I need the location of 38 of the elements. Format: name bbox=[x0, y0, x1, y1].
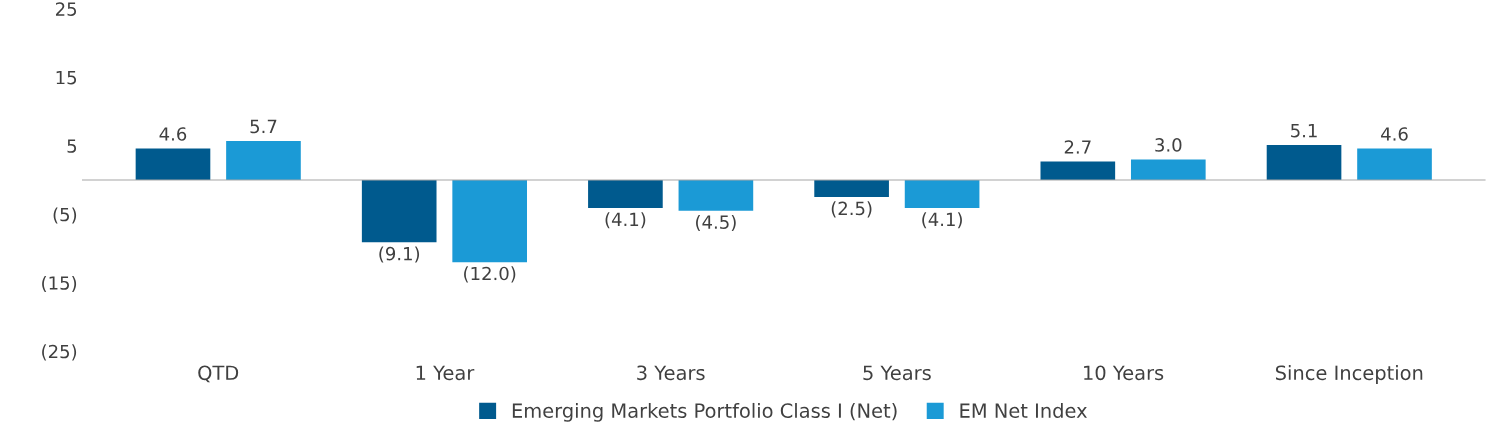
bar bbox=[1357, 148, 1432, 180]
data-label: 4.6 bbox=[1381, 127, 1408, 141]
y-tick-label: 5 bbox=[67, 139, 77, 153]
bar bbox=[452, 179, 527, 263]
data-label: 3.0 bbox=[1155, 138, 1182, 152]
bar bbox=[1130, 159, 1206, 180]
y-tick-label: 15 bbox=[56, 70, 77, 85]
data-label: (4.1) bbox=[922, 212, 962, 229]
x-tick-label: 1 Year bbox=[416, 365, 475, 381]
data-label: (2.5) bbox=[831, 201, 872, 218]
bar bbox=[678, 179, 754, 211]
bar bbox=[1040, 161, 1116, 180]
data-label: (4.5) bbox=[696, 214, 736, 232]
data-label: 2.7 bbox=[1064, 140, 1091, 154]
legend-label: Emerging Markets Portfolio Class I (Net) bbox=[512, 402, 897, 422]
bar bbox=[588, 179, 663, 209]
bar bbox=[904, 179, 980, 209]
bar bbox=[361, 179, 437, 243]
data-label: (12.0) bbox=[464, 266, 516, 283]
y-tick-label: (5) bbox=[53, 207, 77, 224]
bar bbox=[226, 140, 301, 180]
x-tick-label: QTD bbox=[198, 365, 239, 383]
x-tick-label: 10 Years bbox=[1084, 365, 1164, 381]
x-tick-label: Since Inception bbox=[1275, 365, 1423, 384]
data-label: (4.1) bbox=[605, 212, 646, 229]
x-tick-label: 3 Years bbox=[637, 365, 705, 381]
y-tick-label: (25) bbox=[42, 344, 77, 361]
data-label: 4.6 bbox=[159, 127, 187, 141]
x-tick-label: 5 Years bbox=[863, 365, 931, 381]
data-label: (9.1) bbox=[379, 246, 420, 263]
legend-label: EM Net Index bbox=[960, 402, 1087, 418]
bar bbox=[814, 179, 889, 198]
bar bbox=[135, 148, 211, 180]
data-label: 5.7 bbox=[250, 119, 277, 134]
y-tick-label: (15) bbox=[42, 275, 77, 292]
data-label: 5.1 bbox=[1291, 123, 1317, 138]
y-tick-label: 25 bbox=[55, 2, 77, 16]
bar bbox=[1266, 145, 1342, 180]
